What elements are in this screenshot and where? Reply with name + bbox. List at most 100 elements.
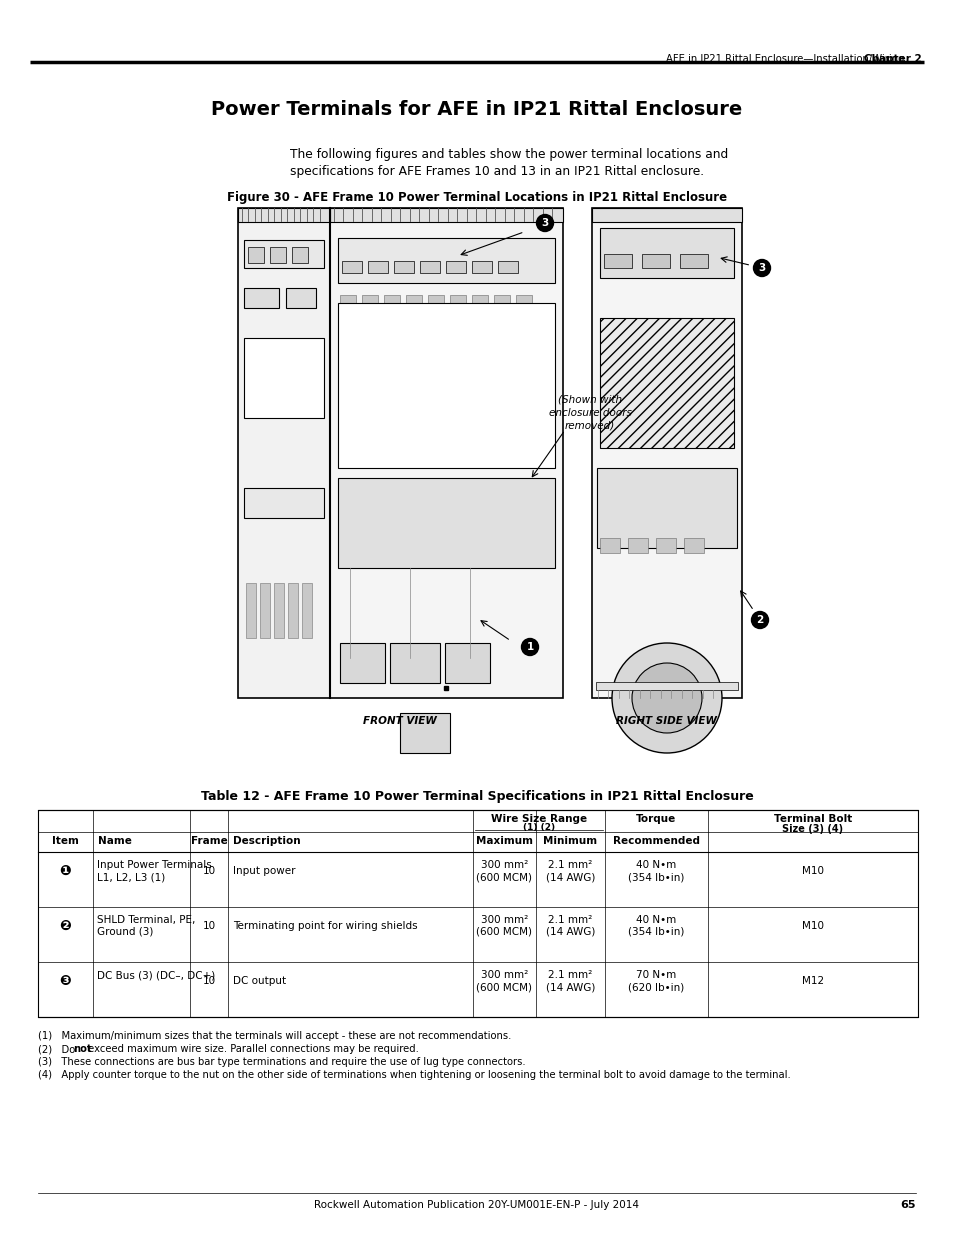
Text: Description: Description: [233, 836, 300, 846]
Text: 65: 65: [900, 1200, 915, 1210]
Bar: [472, 308, 488, 315]
Text: Minimum: Minimum: [543, 836, 597, 846]
Bar: [516, 295, 532, 303]
Bar: [237, 207, 330, 698]
Bar: [244, 338, 324, 417]
Text: AFE in IP21 Rittal Enclosure—Installation/Wiring: AFE in IP21 Rittal Enclosure—Installatio…: [665, 54, 903, 64]
Bar: [592, 207, 741, 222]
Text: L1, L2, L3 (1): L1, L2, L3 (1): [97, 872, 165, 882]
Bar: [288, 583, 297, 638]
Text: exceed maximum wire size. Parallel connections may be required.: exceed maximum wire size. Parallel conne…: [85, 1044, 418, 1053]
Bar: [384, 319, 399, 327]
Bar: [603, 254, 631, 268]
Bar: [384, 308, 399, 315]
Text: enclosure doors: enclosure doors: [548, 408, 631, 417]
Text: Input Power Terminals: Input Power Terminals: [97, 860, 212, 869]
Bar: [592, 207, 741, 698]
Bar: [516, 319, 532, 327]
Text: (2)   Do: (2) Do: [38, 1044, 78, 1053]
Bar: [361, 295, 377, 303]
Text: (600 MCM): (600 MCM): [476, 982, 532, 992]
Text: Terminating point for wiring shields: Terminating point for wiring shields: [233, 921, 417, 931]
Text: Figure 30 - AFE Frame 10 Power Terminal Locations in IP21 Rittal Enclosure: Figure 30 - AFE Frame 10 Power Terminal …: [227, 191, 726, 204]
Text: Size (3) (4): Size (3) (4): [781, 824, 842, 834]
Text: M12: M12: [801, 976, 823, 987]
Text: 3: 3: [540, 219, 548, 228]
Bar: [341, 261, 361, 273]
Text: Power Terminals for AFE in IP21 Rittal Enclosure: Power Terminals for AFE in IP21 Rittal E…: [212, 100, 741, 119]
Text: 3: 3: [758, 263, 765, 273]
Bar: [679, 254, 707, 268]
Bar: [450, 319, 465, 327]
Bar: [599, 228, 733, 278]
Bar: [516, 308, 532, 315]
Circle shape: [521, 638, 537, 656]
Bar: [337, 478, 555, 568]
Bar: [270, 247, 286, 263]
Bar: [446, 261, 465, 273]
Bar: [38, 810, 917, 1016]
Text: M10: M10: [801, 921, 823, 931]
Bar: [330, 207, 562, 698]
Circle shape: [751, 611, 768, 629]
Bar: [597, 468, 737, 548]
Text: 70 N•m: 70 N•m: [636, 969, 676, 981]
Text: ❸: ❸: [59, 974, 71, 988]
Text: not: not: [72, 1044, 91, 1053]
Text: Input power: Input power: [233, 866, 295, 877]
Text: 300 mm²: 300 mm²: [480, 969, 528, 981]
Bar: [237, 207, 330, 222]
Text: Wire Size Range: Wire Size Range: [491, 814, 586, 824]
Text: (354 lb•in): (354 lb•in): [628, 872, 684, 882]
Bar: [428, 308, 443, 315]
Bar: [394, 261, 414, 273]
Bar: [339, 319, 355, 327]
Text: Maximum: Maximum: [476, 836, 533, 846]
Bar: [419, 261, 439, 273]
Text: (1)   Maximum/minimum sizes that the terminals will accept - these are not recom: (1) Maximum/minimum sizes that the termi…: [38, 1031, 511, 1041]
Text: DC Bus (3) (DC–, DC+): DC Bus (3) (DC–, DC+): [97, 969, 215, 981]
Text: Name: Name: [98, 836, 132, 846]
Text: DC output: DC output: [233, 976, 286, 987]
Text: 2.1 mm²: 2.1 mm²: [548, 860, 592, 869]
Bar: [337, 238, 555, 283]
Text: Item: Item: [52, 836, 79, 846]
Bar: [244, 240, 324, 268]
Circle shape: [612, 643, 721, 753]
Text: The following figures and tables show the power terminal locations and: The following figures and tables show th…: [290, 148, 727, 161]
Text: Chapter 2: Chapter 2: [863, 54, 921, 64]
Text: Frame: Frame: [191, 836, 227, 846]
Bar: [274, 583, 284, 638]
Bar: [641, 254, 669, 268]
Bar: [246, 583, 255, 638]
Bar: [337, 303, 555, 468]
Text: Recommended: Recommended: [613, 836, 700, 846]
Text: RIGHT SIDE VIEW: RIGHT SIDE VIEW: [616, 716, 717, 726]
Bar: [450, 308, 465, 315]
Text: (4)   Apply counter torque to the nut on the other side of terminations when tig: (4) Apply counter torque to the nut on t…: [38, 1070, 790, 1079]
Text: 300 mm²: 300 mm²: [480, 915, 528, 925]
Bar: [286, 288, 315, 308]
Text: specifications for AFE Frames 10 and 13 in an IP21 Rittal enclosure.: specifications for AFE Frames 10 and 13 …: [290, 165, 703, 178]
Bar: [406, 295, 421, 303]
Text: Terminal Bolt: Terminal Bolt: [773, 814, 851, 824]
Bar: [656, 538, 676, 553]
Bar: [406, 308, 421, 315]
Text: 40 N•m: 40 N•m: [636, 915, 676, 925]
Text: FRONT VIEW: FRONT VIEW: [363, 716, 436, 726]
Bar: [368, 261, 388, 273]
Text: 2: 2: [756, 615, 762, 625]
Bar: [596, 682, 738, 690]
Bar: [361, 319, 377, 327]
Bar: [497, 261, 517, 273]
Bar: [339, 643, 385, 683]
Bar: [330, 207, 562, 222]
Bar: [494, 308, 510, 315]
Text: (Shown with: (Shown with: [558, 395, 621, 405]
Bar: [390, 643, 439, 683]
Text: 10: 10: [202, 921, 215, 931]
Bar: [406, 319, 421, 327]
Bar: [444, 643, 490, 683]
Bar: [494, 295, 510, 303]
Circle shape: [631, 663, 701, 734]
